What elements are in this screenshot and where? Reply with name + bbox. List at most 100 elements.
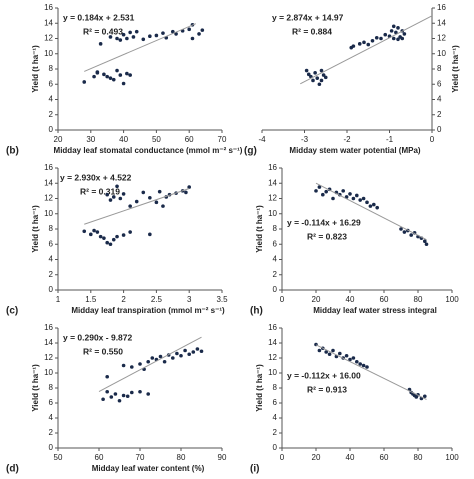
data-point <box>365 365 369 369</box>
data-point <box>361 196 366 201</box>
y-tick-label: 12 <box>268 194 277 203</box>
data-point <box>351 356 356 360</box>
y-tick-label: 14 <box>44 178 53 187</box>
x-tick-label: 100 <box>445 295 459 304</box>
y-tick-label: 6 <box>273 398 278 407</box>
y-axis-title: Yield (t ha⁻¹) <box>255 364 264 412</box>
panel-label: (c) <box>6 306 18 317</box>
data-point <box>423 394 427 399</box>
y-tick-label: 10 <box>437 49 446 58</box>
r-squared: R² = 0.550 <box>83 346 123 356</box>
data-point <box>128 204 132 208</box>
data-point <box>358 362 363 366</box>
y-tick-label: 0 <box>49 443 54 452</box>
x-axis-title: Midday leaf water content (%) <box>92 464 205 473</box>
data-point <box>128 230 132 234</box>
data-point <box>396 37 400 42</box>
data-point <box>306 72 311 77</box>
data-point <box>187 352 191 357</box>
data-point <box>105 374 109 379</box>
data-point <box>375 205 380 210</box>
data-point <box>141 190 146 195</box>
data-point <box>314 189 318 193</box>
data-point <box>95 70 100 74</box>
data-point <box>108 198 113 202</box>
panel-label: (b) <box>6 146 19 157</box>
data-point <box>128 73 132 77</box>
x-axis-title: Midday leaf stomatal conductance (mmol m… <box>54 146 243 155</box>
data-point <box>344 353 349 358</box>
equation: y = -0.112x + 16.00 <box>287 370 361 380</box>
data-point <box>146 392 150 396</box>
x-tick-label: 40 <box>346 295 355 304</box>
y-tick-label: 2 <box>273 270 278 279</box>
y-tick-label: 6 <box>49 79 54 88</box>
data-point <box>162 359 167 364</box>
data-point <box>317 348 322 353</box>
data-point <box>150 356 155 360</box>
data-point <box>171 356 175 360</box>
data-point <box>323 75 328 80</box>
data-point <box>134 29 139 34</box>
data-point <box>348 357 352 362</box>
data-point <box>319 78 324 83</box>
data-point <box>148 195 152 200</box>
data-point <box>105 389 109 394</box>
x-tick-label: 0 <box>280 295 285 304</box>
y-tick-label: 8 <box>49 224 54 233</box>
panel-label: (g) <box>244 146 257 157</box>
data-point <box>138 389 142 394</box>
data-point <box>128 30 132 35</box>
data-point <box>396 26 400 30</box>
data-point <box>315 76 320 80</box>
y-tick-label: 12 <box>44 34 53 43</box>
y-axis-title: Yield (t ha⁻¹) <box>451 45 460 93</box>
data-point <box>331 196 335 201</box>
y-tick-label: 2 <box>49 110 54 119</box>
x-tick-label: 80 <box>414 453 423 462</box>
data-point <box>141 37 146 42</box>
data-point <box>158 354 163 359</box>
data-point <box>368 204 373 208</box>
data-point <box>115 36 119 41</box>
y-tick-label: 6 <box>437 79 442 88</box>
x-tick-label: 40 <box>346 453 355 462</box>
equation: y = -0.114x + 16.29 <box>287 217 361 227</box>
y-tick-label: 2 <box>273 428 278 437</box>
x-tick-label: 60 <box>380 295 389 304</box>
x-tick-label: 60 <box>380 453 389 462</box>
y-tick-label: 4 <box>437 95 442 104</box>
data-point <box>108 35 113 39</box>
data-point <box>187 27 191 32</box>
data-point <box>338 351 342 356</box>
data-point <box>391 36 396 41</box>
data-point <box>98 42 103 46</box>
data-point <box>121 81 126 86</box>
x-tick-label: -2 <box>343 135 351 144</box>
data-point <box>161 204 165 208</box>
x-tick-label: 0 <box>280 453 285 462</box>
y-tick-label: 16 <box>44 3 53 12</box>
data-point <box>117 398 122 403</box>
y-tick-label: 2 <box>437 110 442 119</box>
data-point <box>82 80 87 84</box>
x-tick-label: -1 <box>386 135 394 144</box>
data-point <box>92 74 96 79</box>
trendline <box>300 15 433 85</box>
data-point <box>402 230 407 234</box>
data-point <box>355 359 359 364</box>
trendline <box>315 344 427 400</box>
data-point <box>200 28 205 32</box>
x-tick-label: 80 <box>177 453 186 462</box>
data-point <box>321 192 325 197</box>
y-tick-label: 12 <box>437 34 446 43</box>
y-tick-label: 4 <box>273 255 278 264</box>
data-point <box>146 359 150 364</box>
y-tick-label: 12 <box>44 194 53 203</box>
x-tick-label: 3.5 <box>216 295 228 304</box>
data-point <box>118 196 123 201</box>
data-point <box>154 33 159 38</box>
data-point <box>358 198 363 202</box>
x-tick-label: 40 <box>119 135 128 144</box>
